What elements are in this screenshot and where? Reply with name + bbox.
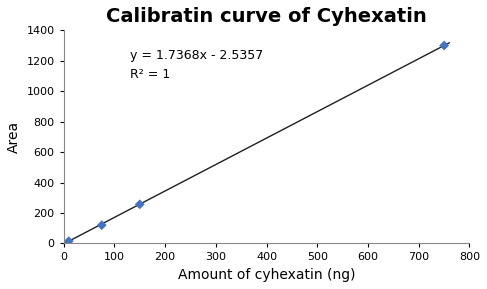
Point — [136, 202, 144, 207]
Y-axis label: Area: Area — [7, 121, 21, 153]
Text: y = 1.7368x - 2.5357
R² = 1: y = 1.7368x - 2.5357 R² = 1 — [130, 49, 263, 81]
Point — [65, 239, 73, 244]
Title: Calibratin curve of Cyhexatin: Calibratin curve of Cyhexatin — [106, 7, 427, 26]
Point — [440, 43, 448, 48]
Point — [98, 223, 106, 227]
X-axis label: Amount of cyhexatin (ng): Amount of cyhexatin (ng) — [178, 268, 356, 282]
